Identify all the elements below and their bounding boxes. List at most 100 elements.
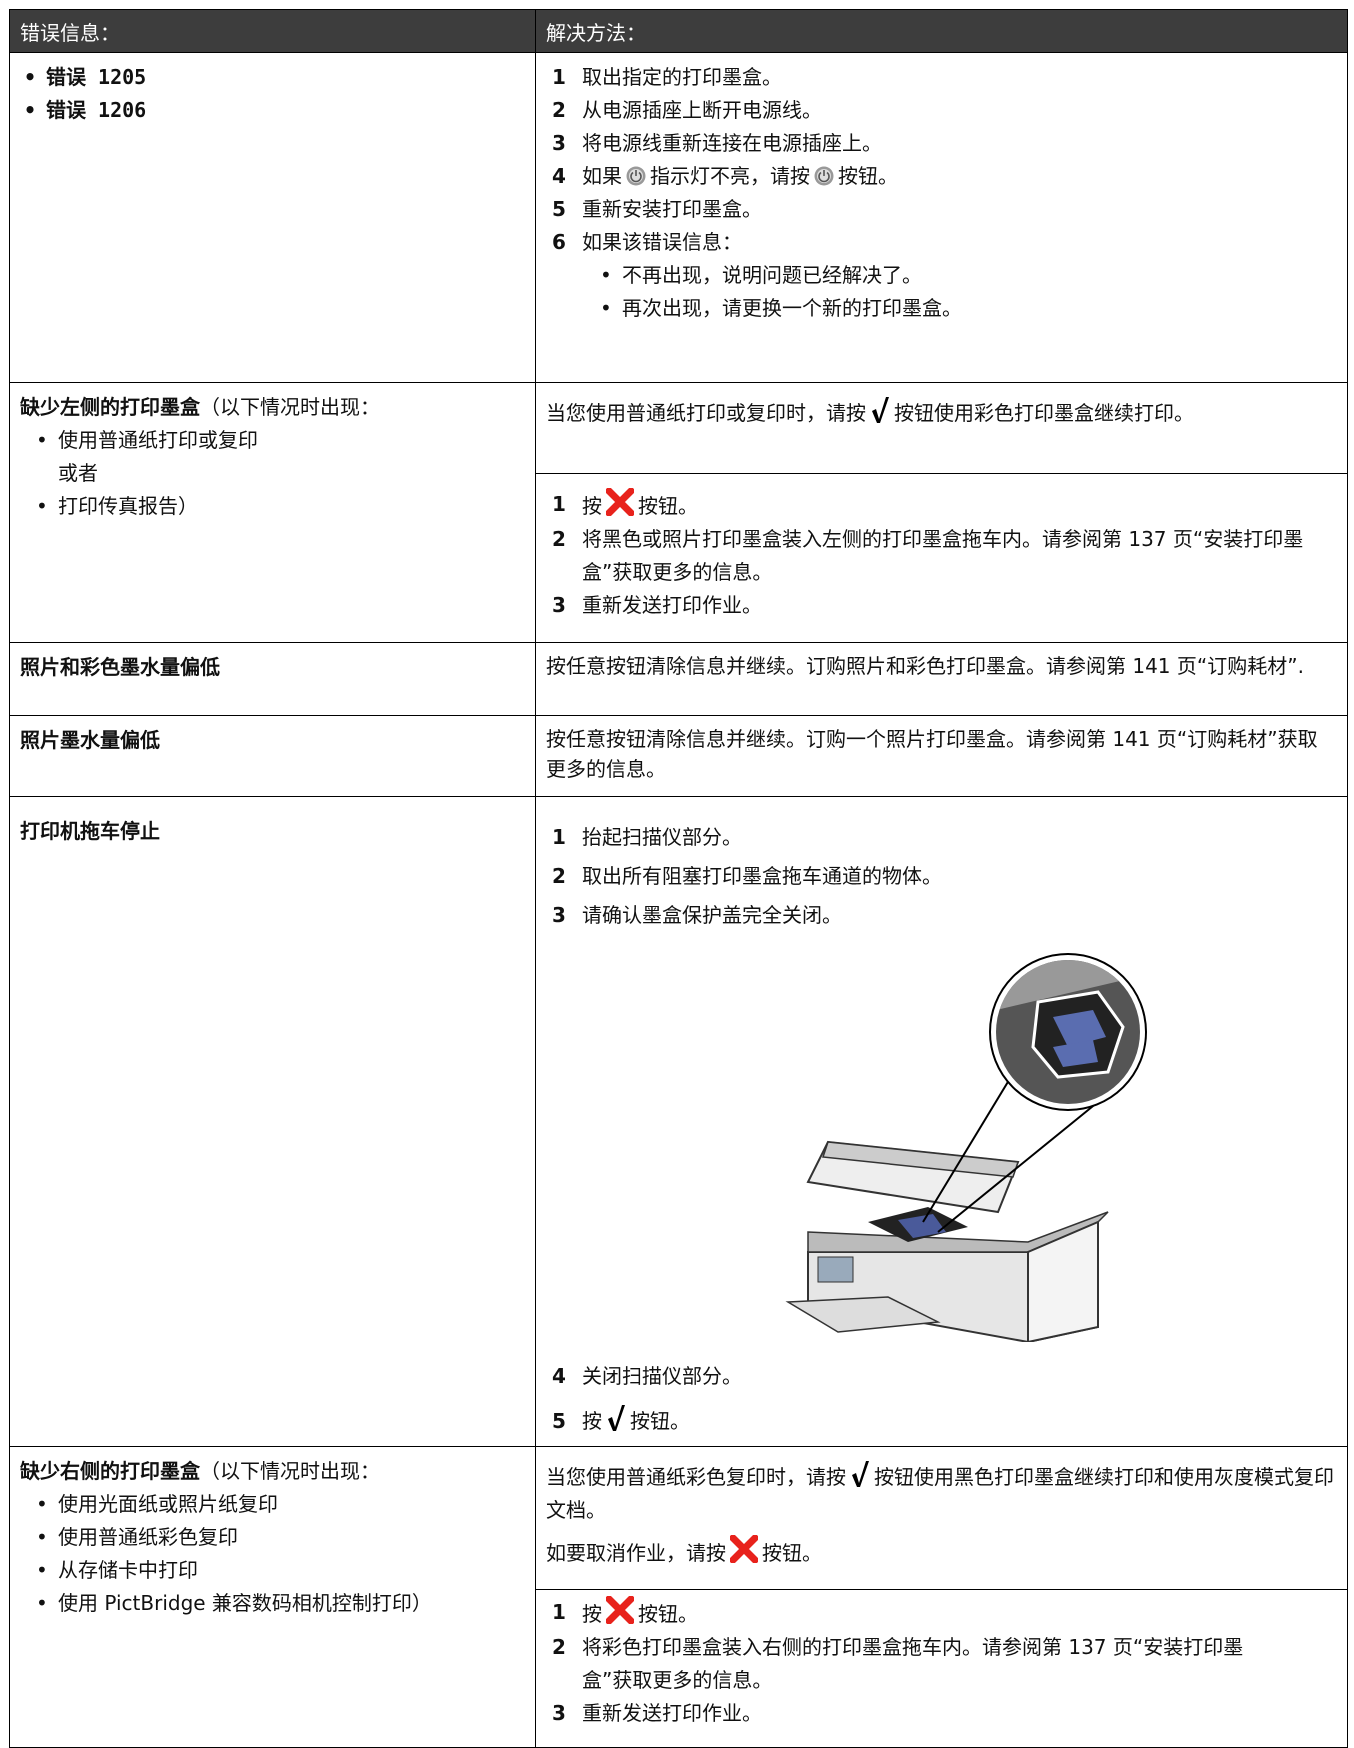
text: 使用普通纸彩色复印 xyxy=(20,1521,525,1554)
block xyxy=(817,1256,854,1283)
block: 2 将彩色打印墨盒装入右侧的打印墨盒拖车内。请参阅第 137 页“安装打印墨盒”获… xyxy=(546,1631,1337,1697)
block: 3 请确认墨盒保护盖完全关闭。 xyxy=(546,899,1337,932)
solution-cell: 1 抬起扫描仪部分。 2 取出所有阻塞打印墨盒拖车通道的物体。 3 请确认墨盒保护盖完… xyxy=(535,796,1348,1447)
text: 3 xyxy=(552,903,566,927)
block xyxy=(852,1461,869,1487)
text: 按钮。 xyxy=(638,494,698,518)
block: 3 重新发送打印作业。 xyxy=(546,1697,1337,1730)
icon xyxy=(872,397,889,423)
solution-cell: 按任意按钮清除信息并继续。订购一个照片打印墨盒。请参阅第 141 页“订购耗材”… xyxy=(535,715,1348,797)
text: 4 xyxy=(552,164,566,188)
block: 如果 指示灯不亮，请按 按钮。 xyxy=(582,160,898,193)
text: 按钮。 xyxy=(838,164,898,188)
text: 当您使用普通纸打印或复印时，请按 xyxy=(546,401,866,425)
block: 按 按钮。 xyxy=(582,488,698,523)
text: 将电源线重新连接在电源插座上。 xyxy=(582,131,882,155)
text: 如果该错误信息： xyxy=(582,230,742,254)
text: 使用 PictBridge 兼容数码相机控制打印） xyxy=(20,1587,525,1620)
block: 1 按 按钮。 xyxy=(546,1596,1337,1631)
block xyxy=(898,1214,946,1238)
printer-illustration xyxy=(785,953,1147,1342)
text: 请确认墨盒保护盖完全关闭。 xyxy=(582,903,842,927)
text: 重新发送打印作业。 xyxy=(582,1701,762,1725)
block: 当您使用普通纸彩色复印时，请按 按钮使用黑色打印墨盒继续打印和使用灰度模式复印文档… xyxy=(546,1461,1337,1527)
row: 照片墨水量偏低 按任意按钮清除信息并继续。订购一个照片打印墨盒。请参阅第 141… xyxy=(9,715,1348,797)
block: 缺少右侧的打印墨盒（以下情况时出现： xyxy=(20,1455,525,1488)
text: 2 xyxy=(552,1635,566,1659)
text: 取出指定的打印墨盒。 xyxy=(582,65,782,89)
block xyxy=(626,166,646,186)
block: 如要取消作业，请按 按钮。 xyxy=(546,1535,1337,1570)
text: 5 xyxy=(552,1409,566,1433)
text: 6 xyxy=(552,230,566,254)
text: （以下情况时出现： xyxy=(200,395,380,419)
text: 如要取消作业，请按 xyxy=(546,1541,726,1565)
text: 1 xyxy=(552,492,566,516)
icon xyxy=(852,1461,869,1487)
block xyxy=(821,1141,1020,1178)
text: 从存储卡中打印 xyxy=(20,1554,525,1587)
block: 1 抬起扫描仪部分。 xyxy=(546,821,1337,854)
text: 从电源插座上断开电源线。 xyxy=(582,98,822,122)
block: 3 将电源线重新连接在电源插座上。 xyxy=(546,127,1337,160)
header-row: 错误信息： 解决方法： xyxy=(9,9,1348,53)
text: 2 xyxy=(552,864,566,888)
block xyxy=(814,166,834,186)
error-cell: 缺少左侧的打印墨盒（以下情况时出现： 使用普通纸打印或复印 或者 打印传真报告） xyxy=(9,382,536,643)
text: 按钮。 xyxy=(630,1409,690,1433)
text: 按任意按钮清除信息并继续。订购照片和彩色打印墨盒。请参阅第 141 页“订购耗材… xyxy=(546,654,1304,678)
text: 5 xyxy=(552,197,566,221)
text: 按钮使用黑色打印墨盒继续打印和使用灰度模式复印文档。 xyxy=(546,1465,1334,1522)
icon xyxy=(626,166,646,186)
text: 将彩色打印墨盒装入右侧的打印墨盒拖车内。请参阅第 137 页“安装打印墨盒”获取… xyxy=(582,1635,1244,1692)
text: 按钮使用彩色打印墨盒继续打印。 xyxy=(894,401,1194,425)
block: 4 关闭扫描仪部分。 xyxy=(546,1360,1337,1393)
text: 关闭扫描仪部分。 xyxy=(582,1364,742,1388)
block xyxy=(609,1599,631,1621)
text: 按钮。 xyxy=(638,1602,698,1626)
text: 1 xyxy=(552,65,566,89)
text: 照片和彩色墨水量偏低 xyxy=(20,655,220,679)
block: 1 按 按钮。 2 将黑色或照片打印墨盒装入左侧的打印墨盒拖车内。请参阅第 137 页… xyxy=(536,473,1347,630)
text: 重新发送打印作业。 xyxy=(582,593,762,617)
icon xyxy=(814,166,834,186)
icon xyxy=(730,1535,758,1563)
row: 缺少左侧的打印墨盒（以下情况时出现： 使用普通纸打印或复印 或者 打印传真报告）… xyxy=(9,382,1348,643)
text: 将黑色或照片打印墨盒装入左侧的打印墨盒拖车内。请参阅第 137 页“安装打印墨盒… xyxy=(582,527,1304,584)
block: 2 从电源插座上断开电源线。 xyxy=(546,94,1337,127)
block xyxy=(1053,1040,1098,1067)
text: 2 xyxy=(552,98,566,122)
solution-cell: 当您使用普通纸彩色复印时，请按 按钮使用黑色打印墨盒继续打印和使用灰度模式复印文档… xyxy=(535,1446,1348,1748)
text: 抬起扫描仪部分。 xyxy=(582,825,742,849)
text: 指示灯不亮，请按 xyxy=(650,164,810,188)
text: 3 xyxy=(552,1701,566,1725)
error-table: 错误信息： 解决方法： 错误 1205 错误 1206 1 取出指定的打印墨盒。 … xyxy=(9,9,1348,1748)
text: 使用普通纸打印或复印 xyxy=(20,424,525,457)
block xyxy=(922,1061,1021,1223)
header-text: 解决方法： xyxy=(546,20,646,45)
block: 6 如果该错误信息： xyxy=(546,226,1337,259)
block: 1 按 按钮。 2 将彩色打印墨盒装入右侧的打印墨盒拖车内。请参阅第 137 页“安装… xyxy=(536,1589,1347,1738)
text: 2 xyxy=(552,527,566,551)
row: 照片和彩色墨水量偏低 按任意按钮清除信息并继续。订购照片和彩色打印墨盒。请参阅第… xyxy=(9,642,1348,716)
error-cell: 缺少右侧的打印墨盒（以下情况时出现： 使用光面纸或照片纸复印 使用普通纸彩色复印… xyxy=(9,1446,536,1748)
block: 按 按钮。 xyxy=(582,1405,690,1438)
solution-cell: 1 取出指定的打印墨盒。 2 从电源插座上断开电源线。 3 将电源线重新连接在电源插座… xyxy=(535,52,1348,383)
block xyxy=(733,1538,755,1560)
header-cell: 错误信息： xyxy=(9,9,536,53)
block: 5 重新安装打印墨盒。 xyxy=(546,193,1337,226)
header-cell: 解决方法： xyxy=(535,9,1348,53)
text: 再次出现，请更换一个新的打印墨盒。 xyxy=(546,292,1337,325)
text: 1 xyxy=(552,825,566,849)
block: 当您使用普通纸打印或复印时，请按 按钮使用彩色打印墨盒继续打印。 xyxy=(536,383,1347,473)
block xyxy=(785,1296,941,1333)
text: 或者 xyxy=(58,461,98,485)
text: 缺少左侧的打印墨盒 xyxy=(20,395,200,419)
block xyxy=(1027,1220,1099,1342)
text: 按钮。 xyxy=(762,1541,822,1565)
block: 3 重新发送打印作业。 xyxy=(546,589,1337,622)
text: 不再出现，说明问题已经解决了。 xyxy=(546,259,1337,292)
block: 错误信息： 解决方法： 错误 1205 错误 1206 1 取出指定的打印墨盒。 … xyxy=(9,9,1348,1748)
